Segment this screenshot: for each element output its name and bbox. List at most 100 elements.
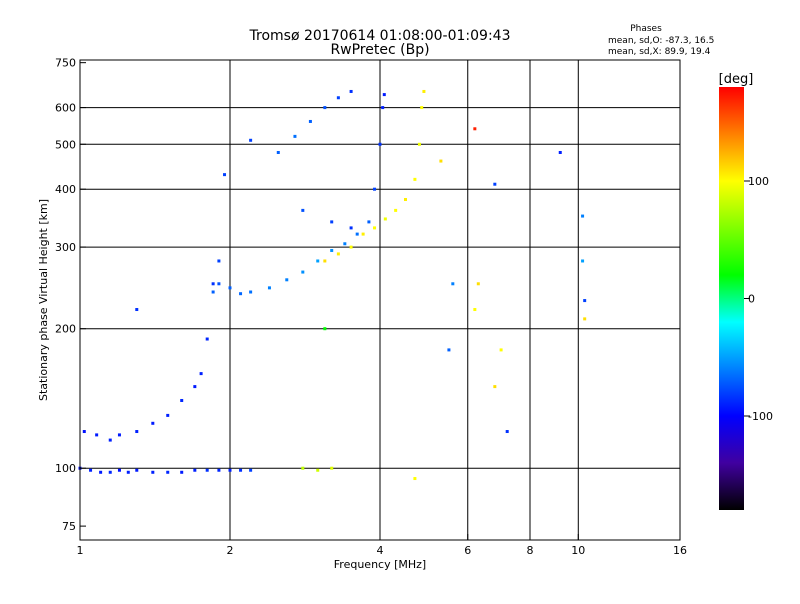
data-point (383, 217, 387, 221)
x-tick-label: 4 (377, 544, 384, 557)
data-point (308, 119, 312, 123)
data-point (581, 214, 585, 218)
data-point (373, 187, 377, 191)
data-point (117, 468, 121, 472)
data-point (108, 470, 112, 474)
colorbar-ticks: 100 0 -100 (744, 175, 773, 423)
data-point (301, 208, 305, 212)
data-point (193, 468, 197, 472)
data-point (285, 278, 289, 282)
colorbar-scale (719, 87, 744, 510)
chart-title: Tromsø 20170614 01:08:00-01:09:43 (249, 28, 511, 44)
data-point (135, 468, 139, 472)
data-point (293, 134, 297, 138)
x-tick-label: 6 (464, 544, 471, 557)
data-point (217, 468, 221, 472)
data-point (439, 159, 443, 163)
data-point (473, 308, 477, 312)
data-point (211, 290, 215, 294)
data-point (151, 421, 155, 425)
data-point (135, 430, 139, 434)
y-tick-label: 100 (55, 462, 76, 475)
data-point (373, 226, 377, 230)
data-point (381, 106, 385, 110)
data-point (367, 220, 371, 224)
data-point (228, 468, 232, 472)
colorbar-tick-label: 100 (748, 175, 769, 188)
data-point (558, 150, 562, 154)
x-tick-label: 10 (571, 544, 585, 557)
data-point (228, 286, 232, 290)
data-point (349, 89, 353, 93)
data-point (349, 245, 353, 249)
y-tick-label: 600 (55, 102, 76, 115)
data-point (413, 177, 417, 181)
chart-subtitle: RwPretec (Bp) (330, 42, 429, 58)
data-point (249, 138, 253, 142)
phase-line-x: mean, sd,X: 89.9, 19.4 (608, 47, 711, 57)
data-point (417, 142, 421, 146)
data-point (193, 385, 197, 389)
data-point (403, 198, 407, 202)
phase-heading: Phases (630, 24, 662, 34)
data-point (343, 242, 347, 246)
data-points (78, 89, 587, 481)
data-point (211, 282, 215, 286)
data-point (199, 372, 203, 376)
data-point (451, 282, 455, 286)
data-point (505, 430, 509, 434)
data-point (276, 150, 280, 154)
data-point (316, 468, 320, 472)
data-point (117, 433, 121, 437)
data-point (476, 282, 480, 286)
data-point (239, 292, 243, 296)
x-tick-label: 1 (77, 544, 84, 557)
data-point (126, 470, 130, 474)
data-point (316, 259, 320, 263)
data-point (355, 232, 359, 236)
y-axis-label: Stationary phase Virtual Height [km] (37, 199, 50, 401)
data-point (420, 106, 424, 110)
data-point (217, 259, 221, 263)
data-point (349, 226, 353, 230)
data-point (493, 182, 497, 186)
data-point (499, 348, 503, 352)
data-point (180, 470, 184, 474)
data-point (267, 286, 271, 290)
y-tick-label: 300 (55, 241, 76, 254)
data-point (205, 468, 209, 472)
data-point (166, 413, 170, 417)
data-point (180, 398, 184, 402)
y-tick-label: 750 (55, 57, 76, 70)
y-tick-label: 200 (55, 323, 76, 336)
data-point (473, 127, 477, 131)
data-point (330, 248, 334, 252)
data-point (493, 385, 497, 389)
data-point (323, 327, 327, 331)
data-point (361, 232, 365, 236)
data-point (249, 290, 253, 294)
data-point (323, 259, 327, 263)
x-axis-label: Frequency [MHz] (334, 558, 426, 571)
data-point (394, 208, 398, 212)
y-tick-label: 500 (55, 138, 76, 151)
data-point (330, 220, 334, 224)
y-tick-label: 75 (62, 520, 76, 533)
data-point (223, 173, 227, 177)
data-point (135, 308, 139, 312)
x-tick-label: 2 (227, 544, 234, 557)
data-point (583, 317, 587, 321)
data-point (447, 348, 451, 352)
data-point (336, 96, 340, 100)
x-tick-label: 8 (527, 544, 534, 557)
data-point (413, 477, 417, 481)
grid-lines (80, 60, 680, 540)
data-point (382, 93, 386, 97)
data-point (205, 337, 209, 341)
colorbar-tick-label: 0 (748, 293, 755, 306)
axis-ticks: 1 2 4 6 8 10 16 75 100 200 300 400 500 600 750 (55, 57, 687, 557)
data-point (239, 468, 243, 472)
data-point (330, 466, 334, 470)
phase-line-o: mean, sd,O: -87.3, 16.5 (608, 36, 714, 46)
